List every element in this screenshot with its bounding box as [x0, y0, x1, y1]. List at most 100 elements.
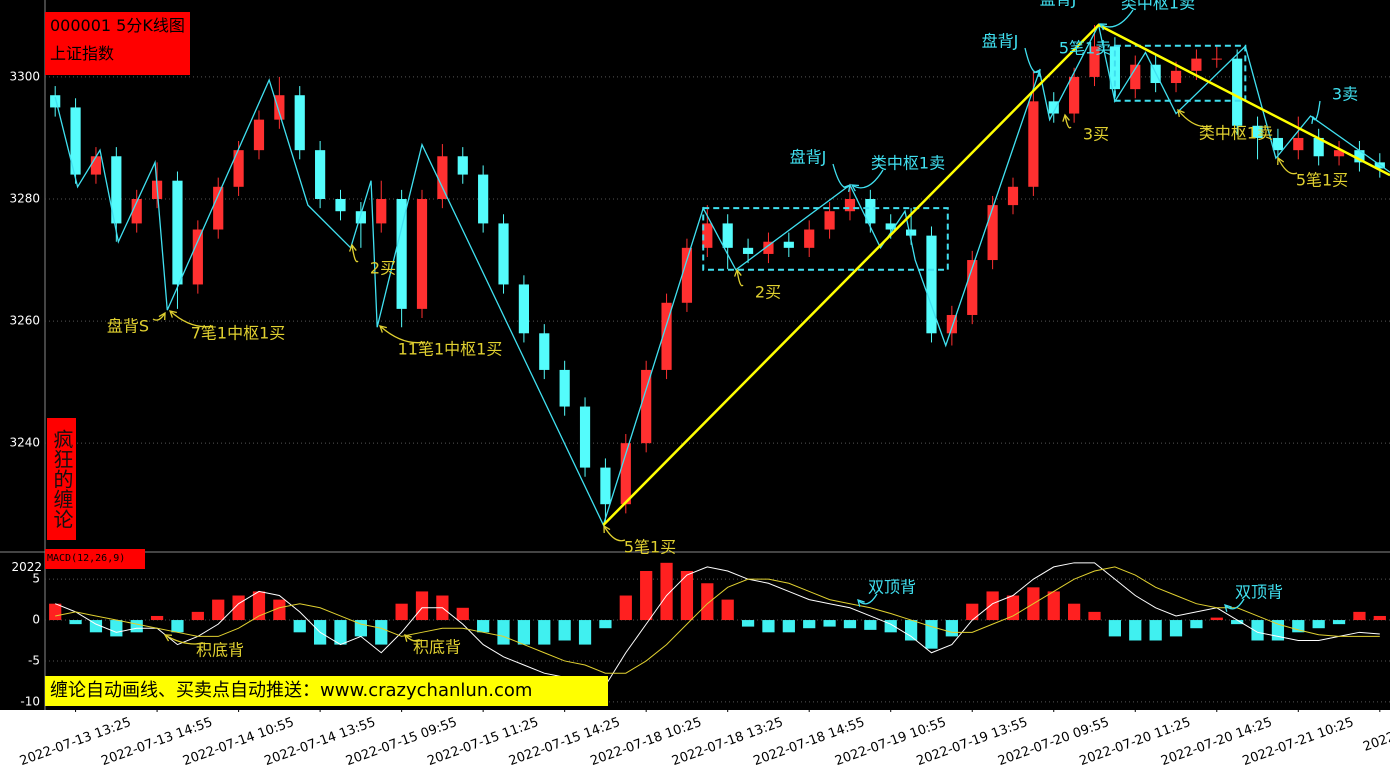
corner-label: 2022 — [11, 560, 42, 574]
macd-bar — [1353, 611, 1366, 621]
candle-body — [50, 95, 61, 108]
macd-bar — [415, 591, 429, 621]
macd-bar — [1149, 620, 1162, 641]
macd-bar — [843, 620, 857, 629]
candle-body — [315, 150, 326, 200]
candle-body — [763, 241, 774, 254]
pivot-box — [1113, 44, 1247, 102]
annotation: 积底背 — [196, 641, 244, 660]
macd-bar — [966, 603, 979, 621]
macd-bar — [741, 620, 755, 627]
header-box: 000001 5分K线图 上证指数 — [45, 12, 190, 75]
annotation-arrow — [379, 325, 426, 344]
candle-body — [559, 369, 570, 407]
macd-bar — [721, 599, 734, 621]
annotation-arrowhead — [1062, 113, 1070, 122]
candle-body — [620, 443, 631, 505]
macd-bar — [1231, 620, 1244, 625]
annotation-arrowhead — [1098, 23, 1108, 31]
macd-bar — [864, 620, 877, 630]
annotation: 5笔1买 — [1296, 171, 1348, 190]
macd-bar — [1190, 620, 1203, 629]
annotation: 2买 — [755, 283, 781, 302]
annotation-arrowhead — [168, 310, 177, 318]
candle-body — [437, 156, 448, 200]
annotation-arrow — [1064, 114, 1072, 129]
annotation-arrowhead — [378, 325, 387, 333]
annotation-arrowhead — [850, 184, 860, 192]
annotation-arrow — [851, 169, 884, 189]
annotation: 7笔1中枢1买 — [191, 324, 286, 343]
annotation-arrowhead — [1224, 604, 1232, 612]
macd-bar — [578, 620, 592, 645]
annotation: 盘背J — [790, 148, 827, 167]
annotation-arrow — [1312, 100, 1321, 121]
annotation-arrowhead — [404, 634, 412, 642]
annotation-arrow — [1277, 157, 1298, 175]
macd-bar — [1047, 591, 1060, 621]
chart-title: 000001 5分K线图 — [50, 16, 185, 35]
candle-body — [1252, 125, 1263, 138]
candle-body — [213, 186, 224, 230]
candle-body — [987, 205, 998, 261]
pivot-box — [702, 207, 949, 271]
candle-body — [478, 174, 489, 224]
candle-body — [355, 211, 366, 224]
macd-bar — [925, 620, 938, 649]
macd-bar — [1312, 620, 1325, 629]
annotation-arrowhead — [857, 599, 865, 607]
macd-line — [55, 562, 1380, 686]
segment-line — [602, 23, 1390, 526]
macd-bar — [395, 603, 408, 621]
candle-body — [111, 156, 122, 224]
candle-body — [783, 241, 794, 248]
candle-body — [844, 199, 856, 212]
candle-body — [335, 199, 346, 212]
x-axis-band — [0, 710, 1390, 775]
candle-body — [498, 223, 509, 285]
annotation: 11笔1中枢1买 — [398, 340, 503, 359]
annotation: 双顶背 — [1235, 583, 1283, 602]
macd-bar — [782, 620, 795, 633]
y-tick-label: -10 — [20, 694, 40, 708]
candle-body — [1028, 101, 1039, 187]
candle-body — [539, 333, 550, 370]
macd-bar — [49, 603, 62, 621]
annotation-arrowhead — [603, 524, 611, 534]
macd-bar — [945, 620, 958, 637]
candle-body — [824, 211, 835, 230]
macd-bar — [130, 620, 143, 633]
candle-body — [1130, 64, 1141, 90]
candle-body — [865, 199, 876, 224]
candle-body — [192, 229, 203, 285]
annotation: 类中枢1卖 — [1199, 124, 1273, 143]
candle-body — [1089, 46, 1100, 77]
candle-body — [1333, 150, 1345, 157]
macd-bar — [497, 620, 510, 645]
annotation: 3卖 — [1332, 85, 1358, 104]
candle-body — [722, 223, 733, 248]
annotation: 类中枢1卖 — [871, 154, 945, 173]
side-label: 疯狂的缠论 — [47, 418, 76, 540]
macd-bar — [212, 599, 225, 621]
candle-body — [90, 156, 102, 175]
candle-body — [1191, 58, 1202, 71]
candle-body — [233, 150, 244, 187]
annotation-arrowhead — [843, 183, 851, 192]
candle-body — [172, 180, 183, 285]
macd-bar — [823, 620, 836, 627]
y-tick-label: 3260 — [9, 314, 40, 328]
macd-bar — [680, 570, 694, 621]
y-tick-label: 5 — [32, 572, 40, 586]
macd-bar — [354, 620, 367, 637]
macd-bar — [904, 620, 918, 641]
annotation-arrow — [164, 634, 206, 645]
macd-bar — [660, 562, 673, 621]
annotation-arrow — [832, 163, 851, 189]
macd-bar — [477, 620, 490, 633]
macd-bar — [334, 620, 347, 645]
candle-body — [1069, 76, 1080, 114]
candle-body — [804, 229, 815, 248]
candle-body — [967, 260, 978, 315]
